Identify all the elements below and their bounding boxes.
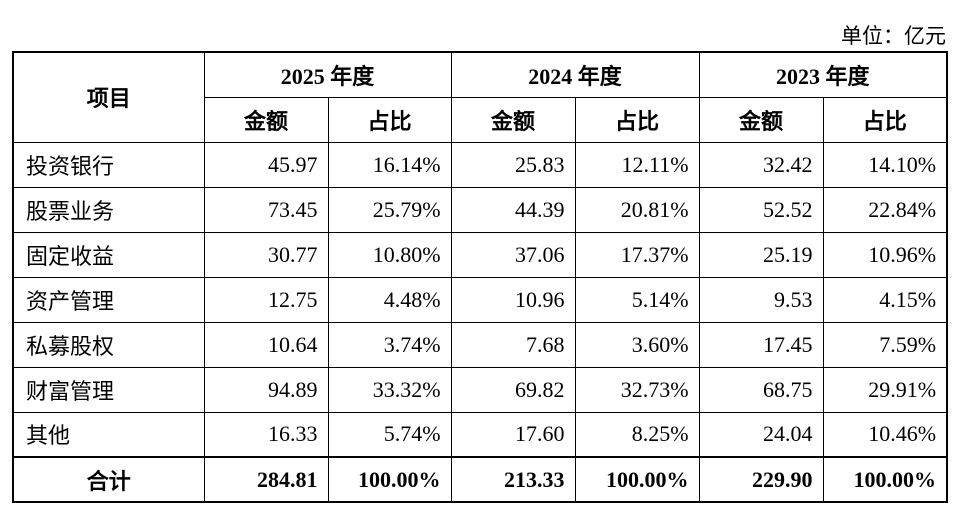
data-row: 固定收益 30.77 10.80% 37.06 17.37% 25.19 10.96% [12, 231, 948, 278]
year-header: 2024 年度 [450, 51, 700, 98]
unit-label: 单位：亿元 [841, 24, 946, 48]
value-cell: 12.75 [203, 276, 329, 323]
data-row: 投资银行 45.97 16.14% 25.83 12.11% 32.42 14.10% [12, 141, 948, 188]
value-cell: 52.52 [698, 186, 824, 233]
value-cell: 7.59% [822, 321, 948, 368]
row-label: 股票业务 [12, 186, 205, 233]
total-cell: 213.33 [450, 456, 576, 503]
value-cell: 10.64 [203, 321, 329, 368]
revenue-table: 项目 2025 年度 2024 年度 2023 年度 金额 占比 金额 占比 金额 占比 投资银行 4… [12, 51, 949, 503]
value-cell: 10.80% [327, 231, 452, 278]
data-row: 财富管理 94.89 33.32% 69.82 32.73% 68.75 29.91% [12, 366, 948, 413]
total-label: 合计 [12, 456, 205, 503]
value-cell: 37.06 [450, 231, 576, 278]
value-cell: 25.83 [450, 141, 576, 188]
value-cell: 44.39 [450, 186, 576, 233]
row-label: 其他 [12, 411, 205, 458]
value-cell: 69.82 [450, 366, 576, 413]
value-cell: 5.74% [327, 411, 452, 458]
total-cell: 100.00% [822, 456, 948, 503]
value-cell: 4.15% [822, 276, 948, 323]
row-label: 投资银行 [12, 141, 205, 188]
value-cell: 45.97 [203, 141, 329, 188]
data-row: 资产管理 12.75 4.48% 10.96 5.14% 9.53 4.15% [12, 276, 948, 323]
value-cell: 14.10% [822, 141, 948, 188]
year-header: 2025 年度 [203, 51, 452, 98]
value-cell: 17.60 [450, 411, 576, 458]
value-cell: 17.37% [574, 231, 700, 278]
value-cell: 10.96% [822, 231, 948, 278]
value-cell: 94.89 [203, 366, 329, 413]
header-row: 项目 2025 年度 2024 年度 2023 年度 [12, 51, 948, 143]
value-cell: 20.81% [574, 186, 700, 233]
total-cell: 229.90 [698, 456, 824, 503]
data-row: 股票业务 73.45 25.79% 44.39 20.81% 52.52 22.84% [12, 186, 948, 233]
data-row: 其他 16.33 5.74% 17.60 8.25% 24.04 10.46% [12, 411, 948, 458]
value-cell: 16.33 [203, 411, 329, 458]
value-cell: 5.14% [574, 276, 700, 323]
sub-header: 金额 [698, 96, 824, 143]
data-row: 私募股权 10.64 3.74% 7.68 3.60% 17.45 7.59% [12, 321, 948, 368]
value-cell: 22.84% [822, 186, 948, 233]
value-cell: 73.45 [203, 186, 329, 233]
row-label: 资产管理 [12, 276, 205, 323]
total-row: 合计 284.81 100.00% 213.33 100.00% 229.90 100.00… [12, 456, 948, 503]
value-cell: 16.14% [327, 141, 452, 188]
sub-header: 占比 [574, 96, 700, 143]
row-label: 私募股权 [12, 321, 205, 368]
value-cell: 3.60% [574, 321, 700, 368]
value-cell: 10.46% [822, 411, 948, 458]
value-cell: 25.79% [327, 186, 452, 233]
value-cell: 10.96 [450, 276, 576, 323]
value-cell: 33.32% [327, 366, 452, 413]
total-cell: 100.00% [574, 456, 700, 503]
row-label: 财富管理 [12, 366, 205, 413]
value-cell: 17.45 [698, 321, 824, 368]
sub-header: 占比 [327, 96, 452, 143]
value-cell: 29.91% [822, 366, 948, 413]
value-cell: 7.68 [450, 321, 576, 368]
sub-header: 金额 [450, 96, 576, 143]
value-cell: 32.73% [574, 366, 700, 413]
value-cell: 30.77 [203, 231, 329, 278]
total-cell: 284.81 [203, 456, 329, 503]
value-cell: 12.11% [574, 141, 700, 188]
sub-header: 金额 [203, 96, 329, 143]
value-cell: 4.48% [327, 276, 452, 323]
sub-header: 占比 [822, 96, 948, 143]
value-cell: 9.53 [698, 276, 824, 323]
value-cell: 8.25% [574, 411, 700, 458]
row-label: 固定收益 [12, 231, 205, 278]
total-cell: 100.00% [327, 456, 452, 503]
value-cell: 25.19 [698, 231, 824, 278]
value-cell: 68.75 [698, 366, 824, 413]
value-cell: 24.04 [698, 411, 824, 458]
year-header: 2023 年度 [698, 51, 948, 98]
value-cell: 32.42 [698, 141, 824, 188]
item-header: 项目 [12, 51, 205, 143]
value-cell: 3.74% [327, 321, 452, 368]
